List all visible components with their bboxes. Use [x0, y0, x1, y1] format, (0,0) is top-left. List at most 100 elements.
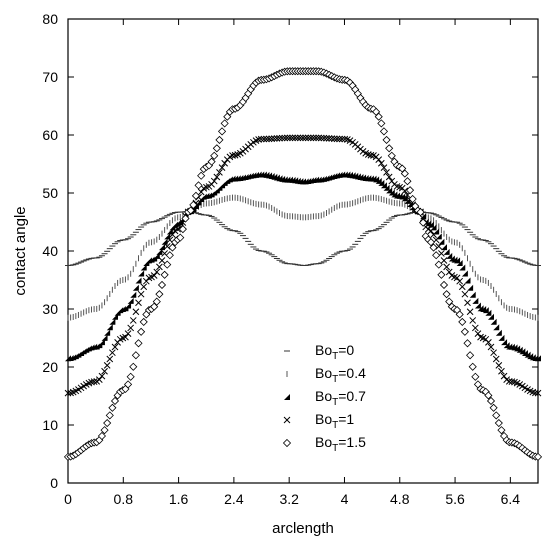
series-marker — [427, 221, 434, 228]
x-tick-label: 6.4 — [501, 491, 521, 507]
x-tick-label: 5.6 — [445, 491, 465, 507]
y-tick-label: 40 — [42, 243, 58, 259]
series-marker — [129, 362, 138, 371]
series-marker — [425, 220, 432, 227]
series-marker — [160, 270, 169, 279]
series-marker — [139, 317, 148, 326]
series-marker — [255, 136, 262, 143]
x-tick-label: 4 — [341, 491, 349, 507]
series-marker — [445, 268, 453, 276]
series-marker — [135, 299, 142, 307]
y-tick-label: 80 — [42, 11, 58, 27]
series-marker — [426, 238, 436, 247]
series-marker — [100, 426, 109, 435]
legend-label: BoT=0.7 — [315, 388, 366, 408]
y-tick-label: 30 — [42, 301, 58, 317]
series-marker — [474, 330, 482, 338]
series-marker — [416, 208, 425, 217]
series-marker — [137, 327, 146, 336]
series-marker — [459, 264, 466, 271]
x-tick-label: 1.6 — [169, 491, 189, 507]
series-marker — [467, 284, 474, 291]
series-marker — [292, 177, 299, 184]
series-marker — [377, 119, 386, 128]
series-marker — [408, 194, 417, 204]
series-marker — [283, 134, 291, 142]
series-marker — [443, 263, 450, 271]
series-marker — [137, 290, 145, 298]
series-marker — [221, 179, 228, 186]
series-marker — [161, 238, 168, 245]
series-marker — [127, 297, 134, 304]
series-marker — [514, 345, 521, 352]
series-marker — [90, 378, 98, 385]
series-marker — [336, 135, 343, 143]
series-marker — [382, 135, 391, 144]
series-marker — [156, 263, 163, 271]
series-marker — [454, 257, 461, 264]
series-marker — [286, 134, 294, 142]
series-marker — [140, 283, 148, 291]
series-marker — [383, 184, 390, 191]
legend-item: BoT=0.7 — [284, 388, 366, 408]
series-marker — [486, 396, 496, 406]
series-marker — [519, 348, 526, 355]
series-marker — [482, 307, 489, 314]
series-marker — [221, 159, 229, 167]
series-marker — [109, 318, 116, 325]
series-marker — [501, 339, 508, 346]
series-marker — [153, 268, 161, 276]
series-marker — [378, 179, 385, 186]
series-marker — [123, 380, 133, 389]
series-marker — [439, 280, 449, 290]
series-marker — [215, 135, 224, 144]
series-marker — [217, 127, 227, 136]
series-marker — [210, 151, 219, 160]
series-marker — [400, 169, 409, 178]
series-marker — [511, 344, 518, 351]
legend-marker — [282, 438, 292, 448]
legend-item: BoT=0.4 — [286, 365, 366, 385]
y-axis-label: contact angle — [12, 206, 29, 295]
series-marker — [268, 135, 276, 143]
series-marker — [440, 257, 448, 264]
series-marker — [106, 355, 114, 363]
legend-item: BoT=1 — [283, 411, 354, 431]
series-marker — [500, 372, 508, 380]
y-tick-label: 10 — [42, 417, 58, 433]
series-marker — [464, 299, 471, 307]
series-marker — [106, 324, 113, 331]
x-tick-label: 0 — [64, 491, 72, 507]
series-marker — [443, 248, 450, 255]
series-marker — [527, 353, 534, 360]
series-marker — [178, 225, 187, 234]
series-marker — [387, 151, 396, 160]
series-marker — [165, 251, 174, 260]
series-marker — [197, 188, 205, 196]
series-Bo_T=0.4 — [67, 194, 539, 321]
series-marker — [156, 248, 163, 255]
series-Bo_T=1.5 — [63, 67, 543, 461]
series-marker — [88, 378, 95, 386]
series-marker — [380, 164, 388, 172]
series-marker — [399, 193, 406, 200]
series-marker — [260, 135, 268, 143]
series-marker — [138, 270, 145, 277]
x-tick-label: 0.8 — [114, 491, 134, 507]
series-marker — [126, 372, 135, 381]
series-marker — [220, 119, 229, 128]
series-marker — [451, 256, 458, 263]
series-marker — [434, 260, 443, 269]
series-marker — [532, 389, 539, 397]
series-marker — [320, 134, 328, 142]
series-marker — [216, 184, 223, 191]
series-marker — [297, 134, 304, 142]
series-marker — [159, 244, 165, 251]
series-marker — [492, 355, 500, 363]
series-marker — [427, 227, 435, 235]
y-tick-labels: 0 10 20 30 40 50 60 70 80 — [42, 11, 58, 491]
series-marker — [111, 343, 119, 351]
series-marker — [163, 260, 172, 269]
series-marker — [498, 334, 505, 341]
series-marker — [354, 173, 361, 180]
